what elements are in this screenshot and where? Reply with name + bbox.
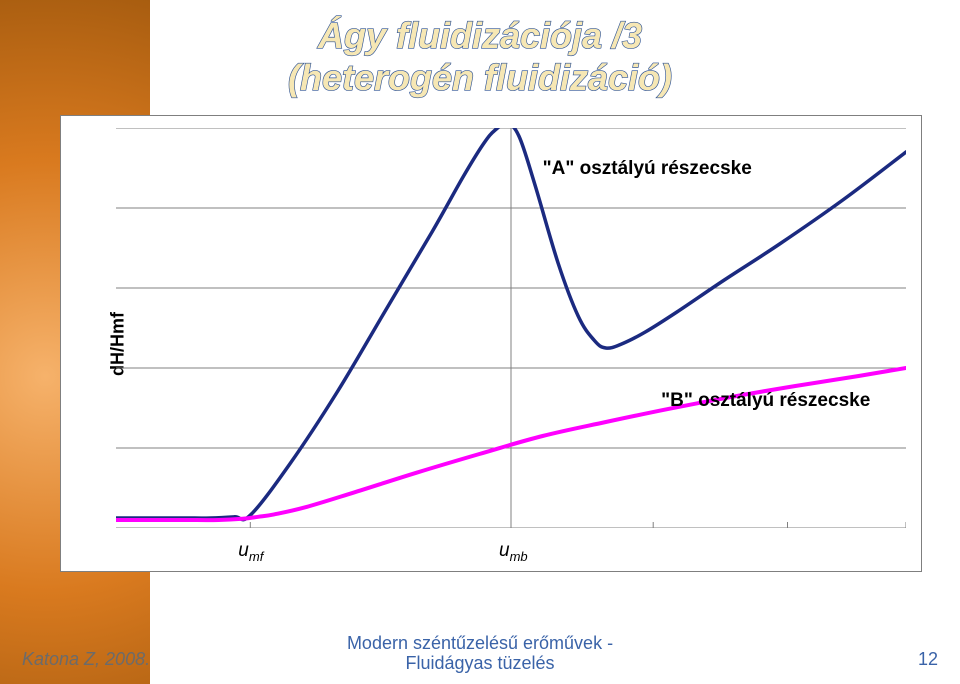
footer-author: Katona Z, 2008. [22, 649, 150, 670]
annotation-b: "B" osztályú részecske [661, 390, 870, 412]
svg-text:(heterogén fluidizáció): (heterogén fluidizáció) [288, 57, 672, 98]
footer-mid-line2: Fluidágyas tüzelés [405, 653, 554, 673]
page-number: 12 [918, 649, 938, 670]
chart-svg [116, 128, 906, 528]
page-title: Ágy fluidizációja /3(heterogén fluidizác… [220, 8, 740, 113]
x-label-umf: umf [238, 540, 263, 564]
x-label-umb: umb [499, 540, 528, 564]
svg-text:Ágy fluidizációja /3: Ágy fluidizációja /3 [317, 15, 642, 56]
title-svg: Ágy fluidizációja /3(heterogén fluidizác… [220, 8, 740, 108]
annotation-a: "A" osztályú részecske [543, 158, 752, 180]
chart-container: dH/Hmf "A" osztályú részecske "B" osztál… [60, 115, 922, 572]
slide: Ágy fluidizációja /3(heterogén fluidizác… [0, 0, 960, 684]
chart-plot-area: "A" osztályú részecske "B" osztályú rész… [116, 128, 906, 528]
footer-mid-line1: Modern széntűzelésű erőművek - [347, 633, 613, 653]
footer-title: Modern széntűzelésű erőművek - Fluidágya… [347, 633, 613, 674]
